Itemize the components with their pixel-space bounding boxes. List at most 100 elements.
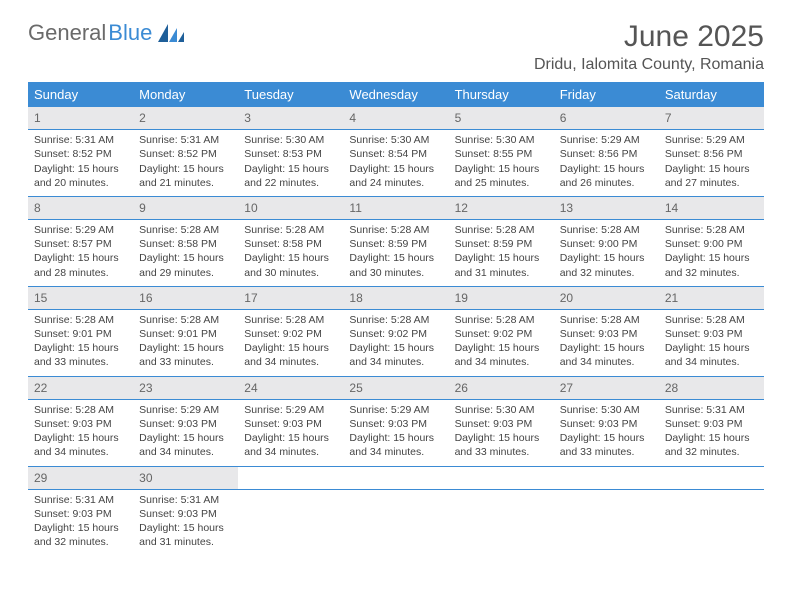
- day-data-cell: Sunrise: 5:28 AMSunset: 9:02 PMDaylight:…: [238, 309, 343, 376]
- day-data-cell: Sunrise: 5:30 AMSunset: 9:03 PMDaylight:…: [554, 399, 659, 466]
- sunset-text: Sunset: 8:59 PM: [349, 237, 442, 251]
- day-data-cell: Sunrise: 5:31 AMSunset: 9:03 PMDaylight:…: [28, 489, 133, 555]
- calendar-table: Sunday Monday Tuesday Wednesday Thursday…: [28, 82, 764, 555]
- day-data-cell: Sunrise: 5:29 AMSunset: 9:03 PMDaylight:…: [133, 399, 238, 466]
- sunrise-text: Sunrise: 5:28 AM: [139, 313, 232, 327]
- day-number-cell: 21: [659, 286, 764, 309]
- day-number-cell: 6: [554, 107, 659, 130]
- day-number-cell: 19: [449, 286, 554, 309]
- sunset-text: Sunset: 9:01 PM: [139, 327, 232, 341]
- daylight-text: Daylight: 15 hours and 29 minutes.: [139, 251, 232, 279]
- day-number-cell: 2: [133, 107, 238, 130]
- daylight-text: Daylight: 15 hours and 25 minutes.: [455, 162, 548, 190]
- daynum-row: 891011121314: [28, 196, 764, 219]
- sunset-text: Sunset: 9:03 PM: [244, 417, 337, 431]
- sunrise-text: Sunrise: 5:29 AM: [560, 133, 653, 147]
- sunrise-text: Sunrise: 5:29 AM: [665, 133, 758, 147]
- sunrise-text: Sunrise: 5:30 AM: [560, 403, 653, 417]
- daylight-text: Daylight: 15 hours and 31 minutes.: [455, 251, 548, 279]
- sunrise-text: Sunrise: 5:28 AM: [665, 313, 758, 327]
- sunset-text: Sunset: 8:52 PM: [139, 147, 232, 161]
- sunrise-text: Sunrise: 5:31 AM: [665, 403, 758, 417]
- day-data-cell: Sunrise: 5:29 AMSunset: 9:03 PMDaylight:…: [238, 399, 343, 466]
- day-header: Sunday: [28, 82, 133, 107]
- day-data-cell: Sunrise: 5:28 AMSunset: 9:03 PMDaylight:…: [554, 309, 659, 376]
- day-data-cell: Sunrise: 5:29 AMSunset: 8:57 PMDaylight:…: [28, 220, 133, 287]
- daylight-text: Daylight: 15 hours and 21 minutes.: [139, 162, 232, 190]
- day-number-cell: [449, 466, 554, 489]
- sunrise-text: Sunrise: 5:31 AM: [139, 133, 232, 147]
- daylight-text: Daylight: 15 hours and 34 minutes.: [349, 431, 442, 459]
- sunset-text: Sunset: 9:03 PM: [455, 417, 548, 431]
- day-data-cell: Sunrise: 5:28 AMSunset: 8:59 PMDaylight:…: [343, 220, 448, 287]
- day-header-row: Sunday Monday Tuesday Wednesday Thursday…: [28, 82, 764, 107]
- day-number-cell: 20: [554, 286, 659, 309]
- day-data-cell: Sunrise: 5:29 AMSunset: 8:56 PMDaylight:…: [554, 130, 659, 197]
- daylight-text: Daylight: 15 hours and 30 minutes.: [244, 251, 337, 279]
- daylight-text: Daylight: 15 hours and 20 minutes.: [34, 162, 127, 190]
- sunrise-text: Sunrise: 5:28 AM: [349, 223, 442, 237]
- sunset-text: Sunset: 8:54 PM: [349, 147, 442, 161]
- day-number-cell: [659, 466, 764, 489]
- day-data-cell: Sunrise: 5:31 AMSunset: 8:52 PMDaylight:…: [133, 130, 238, 197]
- day-data-cell: Sunrise: 5:28 AMSunset: 9:03 PMDaylight:…: [659, 309, 764, 376]
- sunset-text: Sunset: 9:03 PM: [349, 417, 442, 431]
- sunrise-text: Sunrise: 5:29 AM: [34, 223, 127, 237]
- daylight-text: Daylight: 15 hours and 22 minutes.: [244, 162, 337, 190]
- sunrise-text: Sunrise: 5:28 AM: [34, 313, 127, 327]
- sunset-text: Sunset: 9:02 PM: [455, 327, 548, 341]
- sunrise-text: Sunrise: 5:28 AM: [560, 223, 653, 237]
- day-number-cell: 11: [343, 196, 448, 219]
- day-number-cell: 4: [343, 107, 448, 130]
- day-number-cell: 1: [28, 107, 133, 130]
- day-number-cell: 5: [449, 107, 554, 130]
- daylight-text: Daylight: 15 hours and 34 minutes.: [244, 341, 337, 369]
- sunset-text: Sunset: 8:53 PM: [244, 147, 337, 161]
- day-number-cell: 18: [343, 286, 448, 309]
- daynum-row: 2930: [28, 466, 764, 489]
- sunrise-text: Sunrise: 5:29 AM: [139, 403, 232, 417]
- daylight-text: Daylight: 15 hours and 34 minutes.: [665, 341, 758, 369]
- sunrise-text: Sunrise: 5:30 AM: [349, 133, 442, 147]
- logo: GeneralBlue: [28, 20, 184, 46]
- day-data-cell: Sunrise: 5:30 AMSunset: 8:54 PMDaylight:…: [343, 130, 448, 197]
- day-number-cell: 17: [238, 286, 343, 309]
- week-row: Sunrise: 5:28 AMSunset: 9:03 PMDaylight:…: [28, 399, 764, 466]
- daylight-text: Daylight: 15 hours and 27 minutes.: [665, 162, 758, 190]
- sunset-text: Sunset: 9:02 PM: [244, 327, 337, 341]
- day-number-cell: 28: [659, 376, 764, 399]
- sunset-text: Sunset: 8:58 PM: [139, 237, 232, 251]
- day-number-cell: 10: [238, 196, 343, 219]
- day-data-cell: Sunrise: 5:30 AMSunset: 8:55 PMDaylight:…: [449, 130, 554, 197]
- sunrise-text: Sunrise: 5:28 AM: [34, 403, 127, 417]
- sunrise-text: Sunrise: 5:30 AM: [244, 133, 337, 147]
- sunrise-text: Sunrise: 5:28 AM: [139, 223, 232, 237]
- daylight-text: Daylight: 15 hours and 33 minutes.: [34, 341, 127, 369]
- day-number-cell: 29: [28, 466, 133, 489]
- sunrise-text: Sunrise: 5:29 AM: [244, 403, 337, 417]
- daylight-text: Daylight: 15 hours and 34 minutes.: [244, 431, 337, 459]
- day-number-cell: 26: [449, 376, 554, 399]
- day-data-cell: Sunrise: 5:28 AMSunset: 9:02 PMDaylight:…: [449, 309, 554, 376]
- daylight-text: Daylight: 15 hours and 33 minutes.: [560, 431, 653, 459]
- sunrise-text: Sunrise: 5:30 AM: [455, 403, 548, 417]
- sunset-text: Sunset: 8:56 PM: [665, 147, 758, 161]
- sunset-text: Sunset: 9:03 PM: [665, 417, 758, 431]
- logo-text-blue: Blue: [108, 20, 152, 46]
- week-row: Sunrise: 5:28 AMSunset: 9:01 PMDaylight:…: [28, 309, 764, 376]
- day-data-cell: Sunrise: 5:29 AMSunset: 8:56 PMDaylight:…: [659, 130, 764, 197]
- day-number-cell: 13: [554, 196, 659, 219]
- daylight-text: Daylight: 15 hours and 34 minutes.: [34, 431, 127, 459]
- day-data-cell: Sunrise: 5:28 AMSunset: 9:00 PMDaylight:…: [659, 220, 764, 287]
- title-block: June 2025 Dridu, Ialomita County, Romani…: [534, 20, 764, 74]
- day-number-cell: 22: [28, 376, 133, 399]
- sunrise-text: Sunrise: 5:31 AM: [34, 493, 127, 507]
- day-number-cell: [343, 466, 448, 489]
- sunrise-text: Sunrise: 5:31 AM: [139, 493, 232, 507]
- day-data-cell: Sunrise: 5:28 AMSunset: 9:01 PMDaylight:…: [28, 309, 133, 376]
- day-data-cell: [343, 489, 448, 555]
- day-data-cell: [659, 489, 764, 555]
- location-text: Dridu, Ialomita County, Romania: [534, 56, 764, 74]
- day-data-cell: [554, 489, 659, 555]
- daylight-text: Daylight: 15 hours and 32 minutes.: [560, 251, 653, 279]
